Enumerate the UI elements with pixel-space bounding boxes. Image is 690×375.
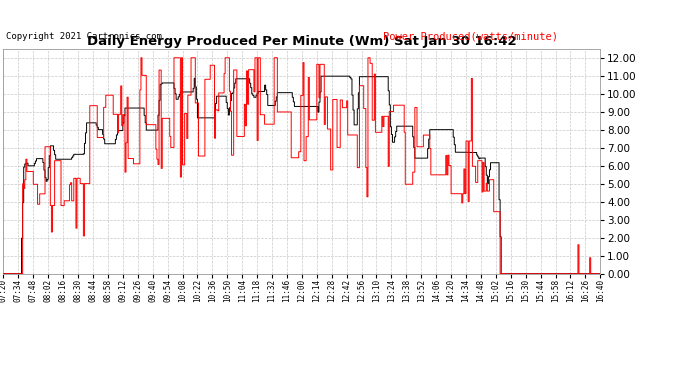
Title: Daily Energy Produced Per Minute (Wm) Sat Jan 30 16:42: Daily Energy Produced Per Minute (Wm) Sa… — [87, 34, 517, 48]
Text: Power Produced(watts/minute): Power Produced(watts/minute) — [383, 32, 558, 41]
Text: Copyright 2021 Cartronics.com: Copyright 2021 Cartronics.com — [6, 32, 161, 41]
